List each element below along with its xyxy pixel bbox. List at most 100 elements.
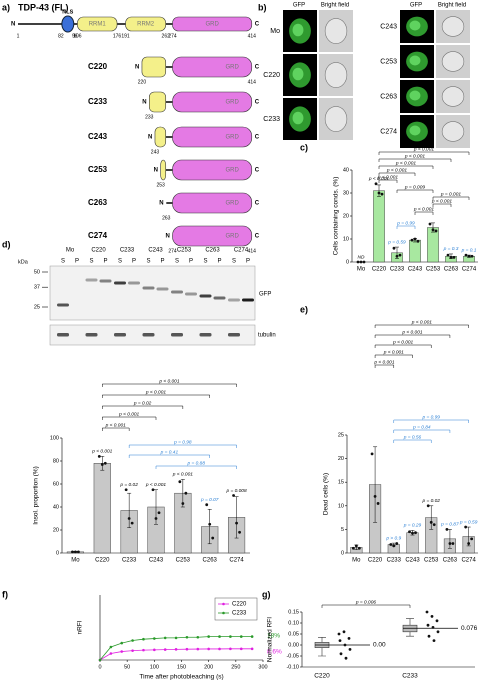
x-tick-label: 100 <box>150 664 159 670</box>
blot-label: tubulin <box>258 333 276 339</box>
row-label: Mo <box>270 28 280 35</box>
nls-domain <box>61 15 75 33</box>
domain-label: GRD <box>205 22 219 28</box>
domain <box>160 159 167 181</box>
p-value: p = 0.3 <box>443 246 459 252</box>
fraction-label: S <box>203 259 207 265</box>
data-point <box>174 636 178 640</box>
x-tick-label: C220 <box>314 673 330 680</box>
data-point <box>157 511 161 515</box>
p-value: p < 0.001 <box>392 339 413 345</box>
data-point <box>413 237 417 241</box>
channel-label: Bright field <box>438 3 466 9</box>
data-point <box>408 530 411 534</box>
channel-label: Bright field <box>321 3 349 9</box>
bar <box>93 463 111 554</box>
n-terminus: N <box>159 201 163 207</box>
data-point <box>250 647 254 651</box>
panel-label: c) <box>300 142 308 152</box>
data-point <box>448 542 452 545</box>
n-terminus: N <box>142 100 146 106</box>
data-point <box>163 636 167 640</box>
legend-swatch <box>222 602 225 606</box>
data-point <box>74 550 77 554</box>
data-point <box>452 256 456 259</box>
error-bar <box>373 446 378 523</box>
data-point <box>205 503 209 507</box>
position: 414 <box>248 33 257 39</box>
fraction-label: P <box>217 259 221 265</box>
cell <box>441 16 465 37</box>
p-value: p = 0.02 <box>119 482 138 488</box>
significance-bracket <box>374 334 451 338</box>
p-value: p = 0.41 <box>160 449 179 455</box>
p-value: p < 0.001 <box>118 411 139 417</box>
domain <box>149 91 167 113</box>
row-label: C243 <box>380 23 397 30</box>
p-value: p < 0.001 <box>91 449 112 455</box>
n-terminus: N <box>135 65 139 71</box>
data-point <box>436 630 440 634</box>
y-tick-label: 0 <box>346 259 349 265</box>
significance-bracket <box>378 172 416 176</box>
y-tick-label: 0 <box>341 550 344 556</box>
data-point <box>430 615 434 618</box>
data-point <box>97 455 101 458</box>
y-tick-label: 0.10 <box>288 620 299 626</box>
p-value: p = 0.006 <box>355 599 376 605</box>
position: 414 <box>248 248 257 254</box>
y-axis-label: Cells containing conds. (%) <box>333 177 340 256</box>
data-point <box>431 228 435 232</box>
band <box>228 333 240 337</box>
data-point <box>98 658 102 662</box>
band <box>199 294 212 298</box>
cell <box>441 86 465 107</box>
x-tick-label: C263 <box>443 558 458 564</box>
position: 414 <box>248 79 257 85</box>
x-tick-label: Mo <box>71 558 80 564</box>
y-tick-label: -0.10 <box>286 664 299 670</box>
significance-bracket <box>374 354 413 358</box>
data-point <box>446 253 450 257</box>
x-tick-label: C263 <box>444 267 459 273</box>
panel-label: d) <box>2 239 11 249</box>
data-point <box>435 619 439 623</box>
significance-bracket <box>378 165 434 169</box>
p-value: p < 0.001 <box>413 206 434 212</box>
data-point <box>429 520 433 524</box>
data-point <box>196 647 200 651</box>
position: 96 <box>72 33 78 39</box>
x-tick-label: Mo <box>357 267 366 273</box>
significance-bracket <box>393 429 451 433</box>
significance-bracket <box>378 158 452 162</box>
data-point <box>432 523 436 527</box>
data-point <box>238 530 241 534</box>
y-axis-label: Insol. proportion (%) <box>33 466 40 525</box>
position: 220 <box>138 79 147 85</box>
significance-bracket <box>432 203 452 207</box>
p-value: p = 0.008 <box>226 488 247 494</box>
data-point <box>77 550 80 554</box>
position: 274 <box>168 248 177 254</box>
y-axis-label: Normalized RFI <box>267 617 274 662</box>
legend-swatch <box>222 611 225 615</box>
x-tick-label: 250 <box>231 664 240 670</box>
data-point <box>163 648 167 651</box>
y-tick-label: 20 <box>343 213 349 219</box>
x-tick-label: C274 <box>229 558 244 564</box>
y-tick-label: 30 <box>343 190 349 196</box>
row-label: C220 <box>263 72 280 79</box>
nucleus <box>292 23 304 37</box>
y-tick-label: 15 <box>338 480 344 486</box>
data-point <box>124 488 128 492</box>
data-point <box>357 546 361 550</box>
significance-bracket <box>374 364 395 368</box>
data-point <box>174 648 178 651</box>
domain <box>172 56 253 78</box>
significance-bracket <box>396 225 416 229</box>
c-terminus: C <box>255 100 260 106</box>
band <box>199 333 212 337</box>
fraction-label: S <box>232 259 236 265</box>
data-point <box>370 452 374 456</box>
y-tick-label: 60 <box>53 481 59 487</box>
